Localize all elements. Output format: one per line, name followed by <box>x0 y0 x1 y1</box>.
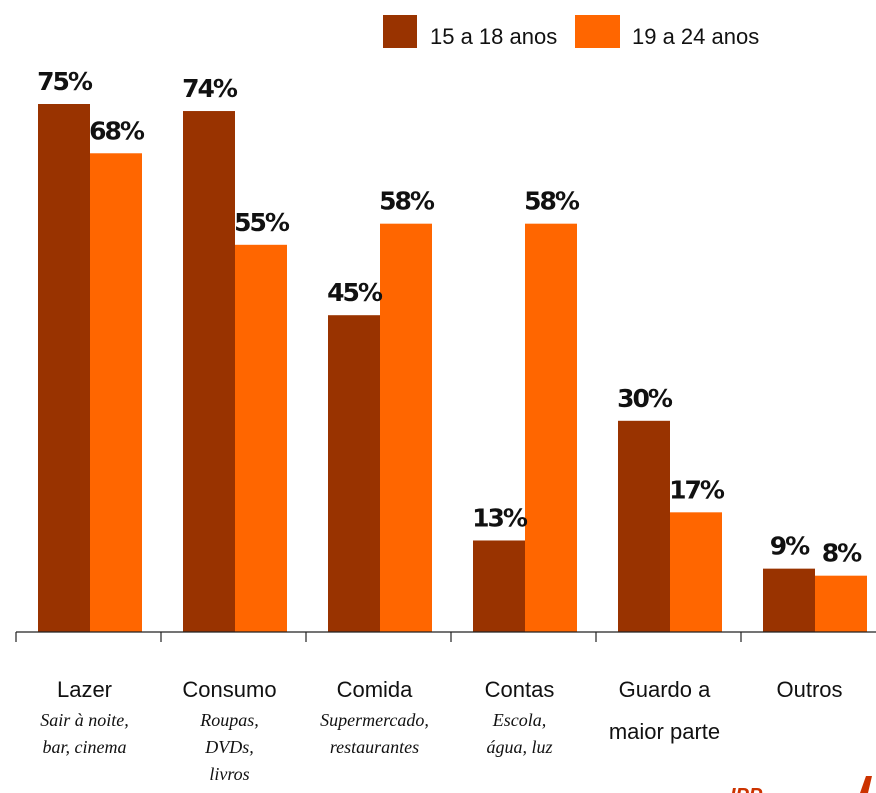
bar-age-15-18-3 <box>473 540 525 632</box>
bar-age-19-24-4 <box>670 512 722 632</box>
value-label-age-19-24-0: 68% <box>89 116 145 145</box>
category-label-5-line-0: Outros <box>776 677 842 702</box>
category-sublabel-2-line-1: restaurantes <box>330 737 419 757</box>
category-labels-group: Lazer Sair à noite, bar, cinema Consumo Roup… <box>40 677 842 784</box>
legend-label-age-15-18: 15 a 18 anos <box>430 24 557 49</box>
category-sublabel-3-line-1: água, luz <box>486 737 552 757</box>
value-label-age-15-18-2: 45% <box>327 278 383 307</box>
source-note: IPP <box>730 776 872 793</box>
value-label-age-15-18-5: 9% <box>770 532 810 561</box>
value-label-age-19-24-2: 58% <box>379 187 435 216</box>
category-sublabel-0-line-1: bar, cinema <box>43 737 127 757</box>
bar-age-19-24-0 <box>90 153 142 632</box>
category-sublabel-1-line-2: livros <box>209 764 249 784</box>
value-label-age-15-18-3: 13% <box>472 503 528 532</box>
legend-swatch-age-15-18 <box>383 15 417 48</box>
category-label-0-line-0: Lazer <box>57 677 112 702</box>
category-label-3-line-0: Contas <box>485 677 555 702</box>
category-sublabel-2-line-0: Supermercado, <box>320 710 429 730</box>
bar-age-15-18-4 <box>618 420 670 632</box>
value-label-age-15-18-0: 75% <box>37 67 93 96</box>
value-label-age-15-18-1: 74% <box>182 74 238 103</box>
value-labels-group: 75% 68% 74% 55% 45% 58% 13% 58% 30% 17% 9% 8% <box>37 67 864 568</box>
legend: 15 a 18 anos 19 a 24 anos <box>383 15 759 49</box>
source-text-fragment: IPP <box>730 785 763 793</box>
x-axis <box>15 631 876 642</box>
value-label-age-15-18-4: 30% <box>617 384 673 413</box>
value-label-age-19-24-3: 58% <box>524 187 580 216</box>
category-sublabel-3-line-0: Escola, <box>492 710 547 730</box>
category-sublabel-1-line-0: Roupas, <box>199 710 259 730</box>
bar-age-19-24-3 <box>525 223 577 632</box>
category-sublabel-0-line-0: Sair à noite, <box>40 710 129 730</box>
category-label-4-line-1: maior parte <box>609 719 720 744</box>
legend-swatch-age-19-24 <box>575 15 620 48</box>
bar-age-15-18-1 <box>183 111 235 633</box>
bar-age-15-18-0 <box>38 104 90 632</box>
category-label-4-line-0: Guardo a <box>619 677 711 702</box>
legend-label-age-19-24: 19 a 24 anos <box>632 24 759 49</box>
category-label-2-line-0: Comida <box>337 677 414 702</box>
category-sublabel-1-line-1: DVDs, <box>204 737 254 757</box>
source-mark <box>860 776 872 793</box>
value-label-age-19-24-5: 8% <box>822 539 862 568</box>
value-label-age-19-24-4: 17% <box>669 475 725 504</box>
category-label-1-line-0: Consumo <box>182 677 276 702</box>
bar-age-19-24-2 <box>380 223 432 632</box>
bar-age-19-24-1 <box>235 244 287 633</box>
bar-age-15-18-2 <box>328 315 380 632</box>
bars-group <box>38 104 867 633</box>
bar-age-19-24-5 <box>815 575 867 632</box>
bar-age-15-18-5 <box>763 568 815 632</box>
value-label-age-19-24-1: 55% <box>234 208 290 237</box>
